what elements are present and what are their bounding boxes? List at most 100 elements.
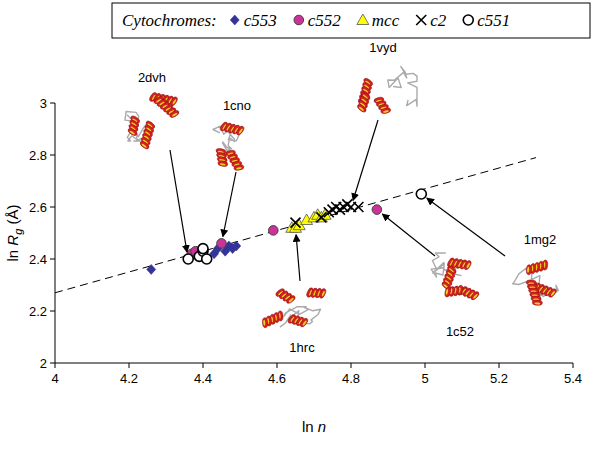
helix-inner	[473, 293, 479, 299]
y-tick-label: 2.8	[29, 148, 47, 163]
annotation: 1vyd	[353, 40, 417, 200]
protein-helix	[305, 287, 327, 300]
helix-turn	[262, 318, 268, 328]
annotation-label: 1hrc	[289, 340, 315, 355]
x-tick	[499, 363, 500, 368]
x-tick	[573, 363, 574, 368]
protein-helix	[219, 120, 246, 137]
legend: Cytochromes:c553c552mccc2c551	[112, 3, 590, 38]
x-tick	[425, 363, 426, 368]
legend-label: mcc	[372, 11, 400, 30]
annotation: 1c52	[382, 214, 481, 339]
annotation-label: 1cno	[223, 98, 251, 113]
helix-inner	[550, 291, 555, 297]
protein-helix	[446, 256, 473, 271]
helix-inner	[220, 163, 226, 166]
y-title-part: (Å)	[4, 205, 21, 229]
helix-inner	[358, 106, 364, 111]
y-tick	[50, 259, 55, 260]
protein-helix	[457, 284, 481, 303]
helix-turn	[169, 109, 180, 118]
legend-label: c2	[430, 11, 447, 30]
legend-marker	[416, 15, 426, 25]
legend-marker	[357, 14, 369, 25]
annotation: 2dvh	[125, 70, 187, 252]
annotation-label: 1c52	[446, 324, 474, 339]
series-mcc	[286, 209, 331, 233]
x-tick-label: 5.2	[490, 371, 508, 386]
helix-inner	[129, 130, 135, 135]
annotation-arrow	[353, 120, 378, 200]
legend-marker	[294, 15, 304, 25]
y-tick	[50, 311, 55, 312]
y-tick-label: 3	[40, 96, 47, 111]
protein-helix	[259, 309, 286, 329]
helix-turn	[444, 287, 451, 298]
helix-turn	[127, 127, 138, 137]
x-title-part: ln	[302, 418, 318, 435]
helix-turn	[356, 103, 367, 113]
axes: 44.24.44.64.855.25.422.22.42.62.83	[29, 96, 582, 387]
y-tick	[50, 363, 55, 364]
helix-turn	[234, 164, 245, 171]
x-tick-label: 5.4	[564, 371, 582, 386]
protein-coil	[431, 253, 469, 277]
helix-turn	[463, 259, 472, 270]
annotation-arrow	[223, 172, 236, 237]
annotation-arrow	[170, 150, 187, 252]
helix-inner	[172, 112, 178, 117]
helix-inner	[383, 110, 389, 113]
helix-turn	[318, 288, 327, 299]
point	[416, 189, 426, 199]
x-tick-label: 4.8	[342, 371, 360, 386]
legend-box	[112, 3, 590, 38]
x-tick-label: 4.4	[194, 371, 212, 386]
y-tick-label: 2.2	[29, 304, 47, 319]
helix-inner	[302, 320, 307, 326]
x-tick	[129, 363, 130, 368]
annotation: 1cno	[213, 98, 251, 237]
x-tick-label: 4.6	[268, 371, 286, 386]
x-tick	[203, 363, 204, 368]
helix-turn	[532, 300, 542, 306]
legend-marker	[230, 15, 239, 25]
x-tick-label: 5	[421, 371, 428, 386]
protein-helix	[138, 119, 157, 150]
y-tick-label: 2.6	[29, 200, 47, 215]
chart: 44.24.44.64.855.25.422.22.42.62.83ln nln…	[0, 0, 598, 452]
series-c553	[147, 241, 241, 274]
y-axis-title: ln Rg (Å)	[4, 205, 24, 262]
helix-inner	[141, 143, 147, 148]
annotation-arrow	[427, 198, 505, 256]
y-title-part: ln	[4, 246, 21, 262]
x-axis	[55, 363, 573, 364]
helix-inner	[238, 128, 243, 134]
background	[0, 0, 598, 452]
x-title-part: n	[318, 418, 326, 435]
y-title-part: R	[4, 235, 21, 246]
annotation-arrow	[296, 235, 300, 281]
point	[269, 226, 279, 236]
helix-turn	[380, 107, 391, 114]
helix-inner	[445, 289, 448, 295]
legend-marker	[463, 15, 473, 25]
legend-label: c552	[308, 11, 342, 30]
y-axis	[55, 103, 56, 363]
series-c551	[183, 189, 426, 264]
protein-helix	[215, 146, 229, 168]
y-tick-label: 2	[40, 356, 47, 371]
point	[217, 239, 227, 249]
helix-turn	[547, 287, 557, 298]
protein-helix	[443, 284, 465, 298]
y-tick	[50, 155, 55, 156]
annotations: 2dvh1cno1vyd1hrc1c521mg2	[125, 40, 559, 355]
point	[198, 244, 208, 254]
annotation-label: 1vyd	[369, 40, 396, 55]
protein-helix	[523, 259, 550, 277]
x-tick	[351, 363, 352, 368]
helix-inner	[236, 167, 242, 170]
helix-inner	[263, 320, 265, 326]
series-c552	[187, 205, 382, 259]
series-c2	[291, 199, 364, 227]
helix-turn	[526, 265, 532, 275]
